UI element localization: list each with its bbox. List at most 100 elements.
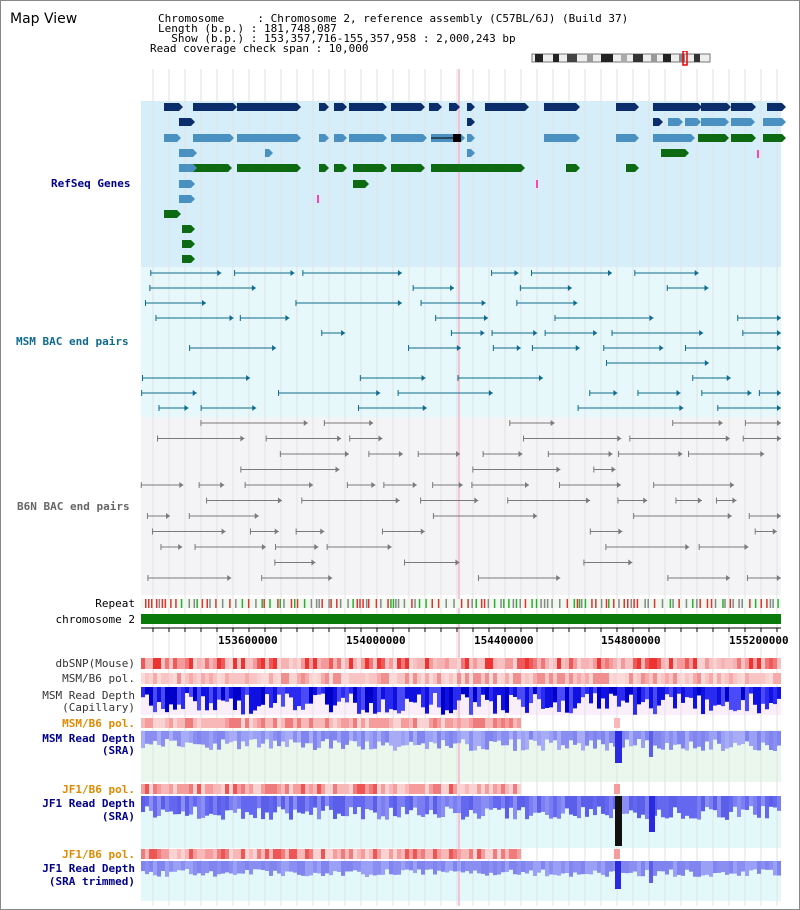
dbsnp-cell	[473, 658, 477, 669]
msm-sra-depth-bar	[249, 731, 253, 740]
msm-bac-pair-end	[272, 345, 277, 351]
repeat-element	[741, 599, 743, 608]
jf1-sra-depth-bar	[769, 796, 773, 807]
dbsnp-cell	[673, 658, 677, 669]
jf1-b6-pol-cell	[429, 784, 433, 794]
msm-capillary-depth-bar	[721, 687, 725, 707]
gene-marker	[757, 150, 759, 158]
msm-b6-pol-cell	[613, 673, 617, 684]
jf1-b6-pol-cell	[461, 784, 465, 794]
jf1-sra-depth-bar	[545, 796, 549, 816]
msm-b6-pol-cell	[465, 673, 469, 684]
jf1-b6-pol-2-cell	[201, 849, 205, 859]
refseq-gene	[661, 149, 685, 157]
jf1-trimmed-depth-bar	[157, 861, 161, 877]
msm-capillary-depth-bar	[449, 687, 453, 714]
msm-bac-label[interactable]: MSM BAC end pairs	[16, 335, 129, 348]
dbsnp-cell	[741, 658, 745, 669]
refseq-gene	[626, 164, 635, 172]
msm-b6-pol-cell	[437, 673, 441, 684]
jf1-sra-depth-bar	[309, 796, 313, 815]
msm-capillary-depth-bar	[289, 687, 293, 698]
msm-sra-depth-bar	[397, 731, 401, 747]
msm-bac-pair-end	[285, 315, 290, 321]
msm-sra-depth-bar	[229, 731, 233, 743]
msm-bac-pair-end	[397, 270, 402, 276]
chromosome-ideogram[interactable]	[529, 51, 715, 67]
b6n-bac-pair-end	[556, 466, 561, 473]
msm-sra-depth-bar	[701, 731, 705, 751]
dbsnp-cell	[145, 658, 149, 669]
dbsnp-cell	[721, 658, 725, 669]
gene-strand-arrow	[461, 134, 465, 142]
dbsnp-cell	[605, 658, 609, 669]
msm-b6-pol-cell	[305, 673, 309, 684]
msm-sra-depth-bar	[681, 731, 685, 749]
msm-bac-pair-end	[290, 270, 295, 276]
msm-b6-pol-cell	[753, 673, 757, 684]
msm-b6-pol-cell	[329, 673, 333, 684]
dbsnp-cell	[693, 658, 697, 669]
msm-capillary-depth-bar	[477, 687, 481, 707]
msm-capillary-depth-bar	[241, 687, 245, 715]
dbsnp-cell	[433, 658, 437, 669]
msm-b6-pol-cell	[293, 673, 297, 684]
repeat-element	[618, 599, 620, 608]
msm-capillary-depth-bar	[489, 687, 493, 702]
jf1-b6-pol-2-cell	[249, 849, 253, 859]
jf1-sra-depth-bar	[473, 796, 477, 814]
msm-read-depth-sra-label: MSM Read Depth	[42, 732, 135, 745]
msm-b6-pol-sra-cell	[341, 718, 345, 728]
msm-capillary-depth-bar	[309, 687, 313, 704]
jf1-sra-depth-bar	[637, 796, 641, 819]
msm-b6-pol-sra-cell	[433, 718, 437, 728]
dbsnp-cell	[565, 658, 569, 669]
msm-b6-pol-cell	[433, 673, 437, 684]
jf1-sra-depth-bar	[189, 796, 193, 815]
msm-bac-pair-end	[676, 390, 681, 396]
msm-b6-pol-sra-cell	[461, 718, 465, 728]
msm-b6-pol-sra-cell	[373, 718, 377, 728]
msm-b6-pol-cell	[401, 673, 405, 684]
refseq-gene	[767, 103, 782, 111]
jf1-b6-pol-cell	[469, 784, 473, 794]
dbsnp-cell	[273, 658, 277, 669]
repeat-element	[512, 599, 515, 608]
dbsnp-cell	[593, 658, 597, 669]
msm-capillary-depth-bar	[657, 687, 661, 706]
msm-sra-depth-bar	[489, 731, 493, 742]
b6n-bac-label[interactable]: B6N BAC end pairs	[17, 500, 130, 513]
refseq-genes-label[interactable]: RefSeq Genes	[51, 177, 131, 190]
gene-strand-arrow	[325, 134, 329, 142]
repeat-element	[221, 599, 224, 608]
refseq-gene	[193, 134, 230, 142]
jf1-b6-pol-cell	[201, 784, 205, 794]
jf1-sra-depth-bar	[485, 796, 489, 809]
jf1-trimmed-depth-bar	[233, 861, 237, 875]
coverage-span-info: Read coverage check span : 10,000	[150, 42, 369, 55]
msm-b6-pol-cell	[205, 673, 209, 684]
repeat-element	[653, 599, 656, 608]
jf1-trimmed-depth-bar	[385, 861, 389, 870]
msm-b6-pol-cell	[489, 673, 493, 684]
gene-strand-arrow	[343, 164, 347, 172]
jf1-b6-pol-cell	[345, 784, 349, 794]
msm-b6-pol-cell	[769, 673, 773, 684]
msm-bac-pair-end	[694, 270, 699, 276]
msm-sra-depth-bar	[569, 731, 573, 741]
msm-b6-pol-cell	[549, 673, 553, 684]
msm-sra-depth-bar	[221, 731, 225, 740]
msm-capillary-depth-bar	[181, 687, 185, 710]
repeat-element	[411, 599, 413, 608]
axis-tick-label: 154800000	[601, 634, 661, 647]
msm-bac-pair-end	[613, 390, 618, 396]
msm-capillary-depth-bar	[421, 687, 425, 708]
jf1-b6-pol-2-cell	[217, 849, 221, 859]
dbsnp-cell	[753, 658, 757, 669]
jf1-sra-depth-bar	[669, 796, 673, 818]
b6n-bac-pair-end	[618, 528, 623, 535]
msm-b6-pol-sra-cell	[481, 718, 485, 728]
repeat-element	[738, 599, 740, 608]
msm-sra-depth-bar	[537, 731, 541, 746]
